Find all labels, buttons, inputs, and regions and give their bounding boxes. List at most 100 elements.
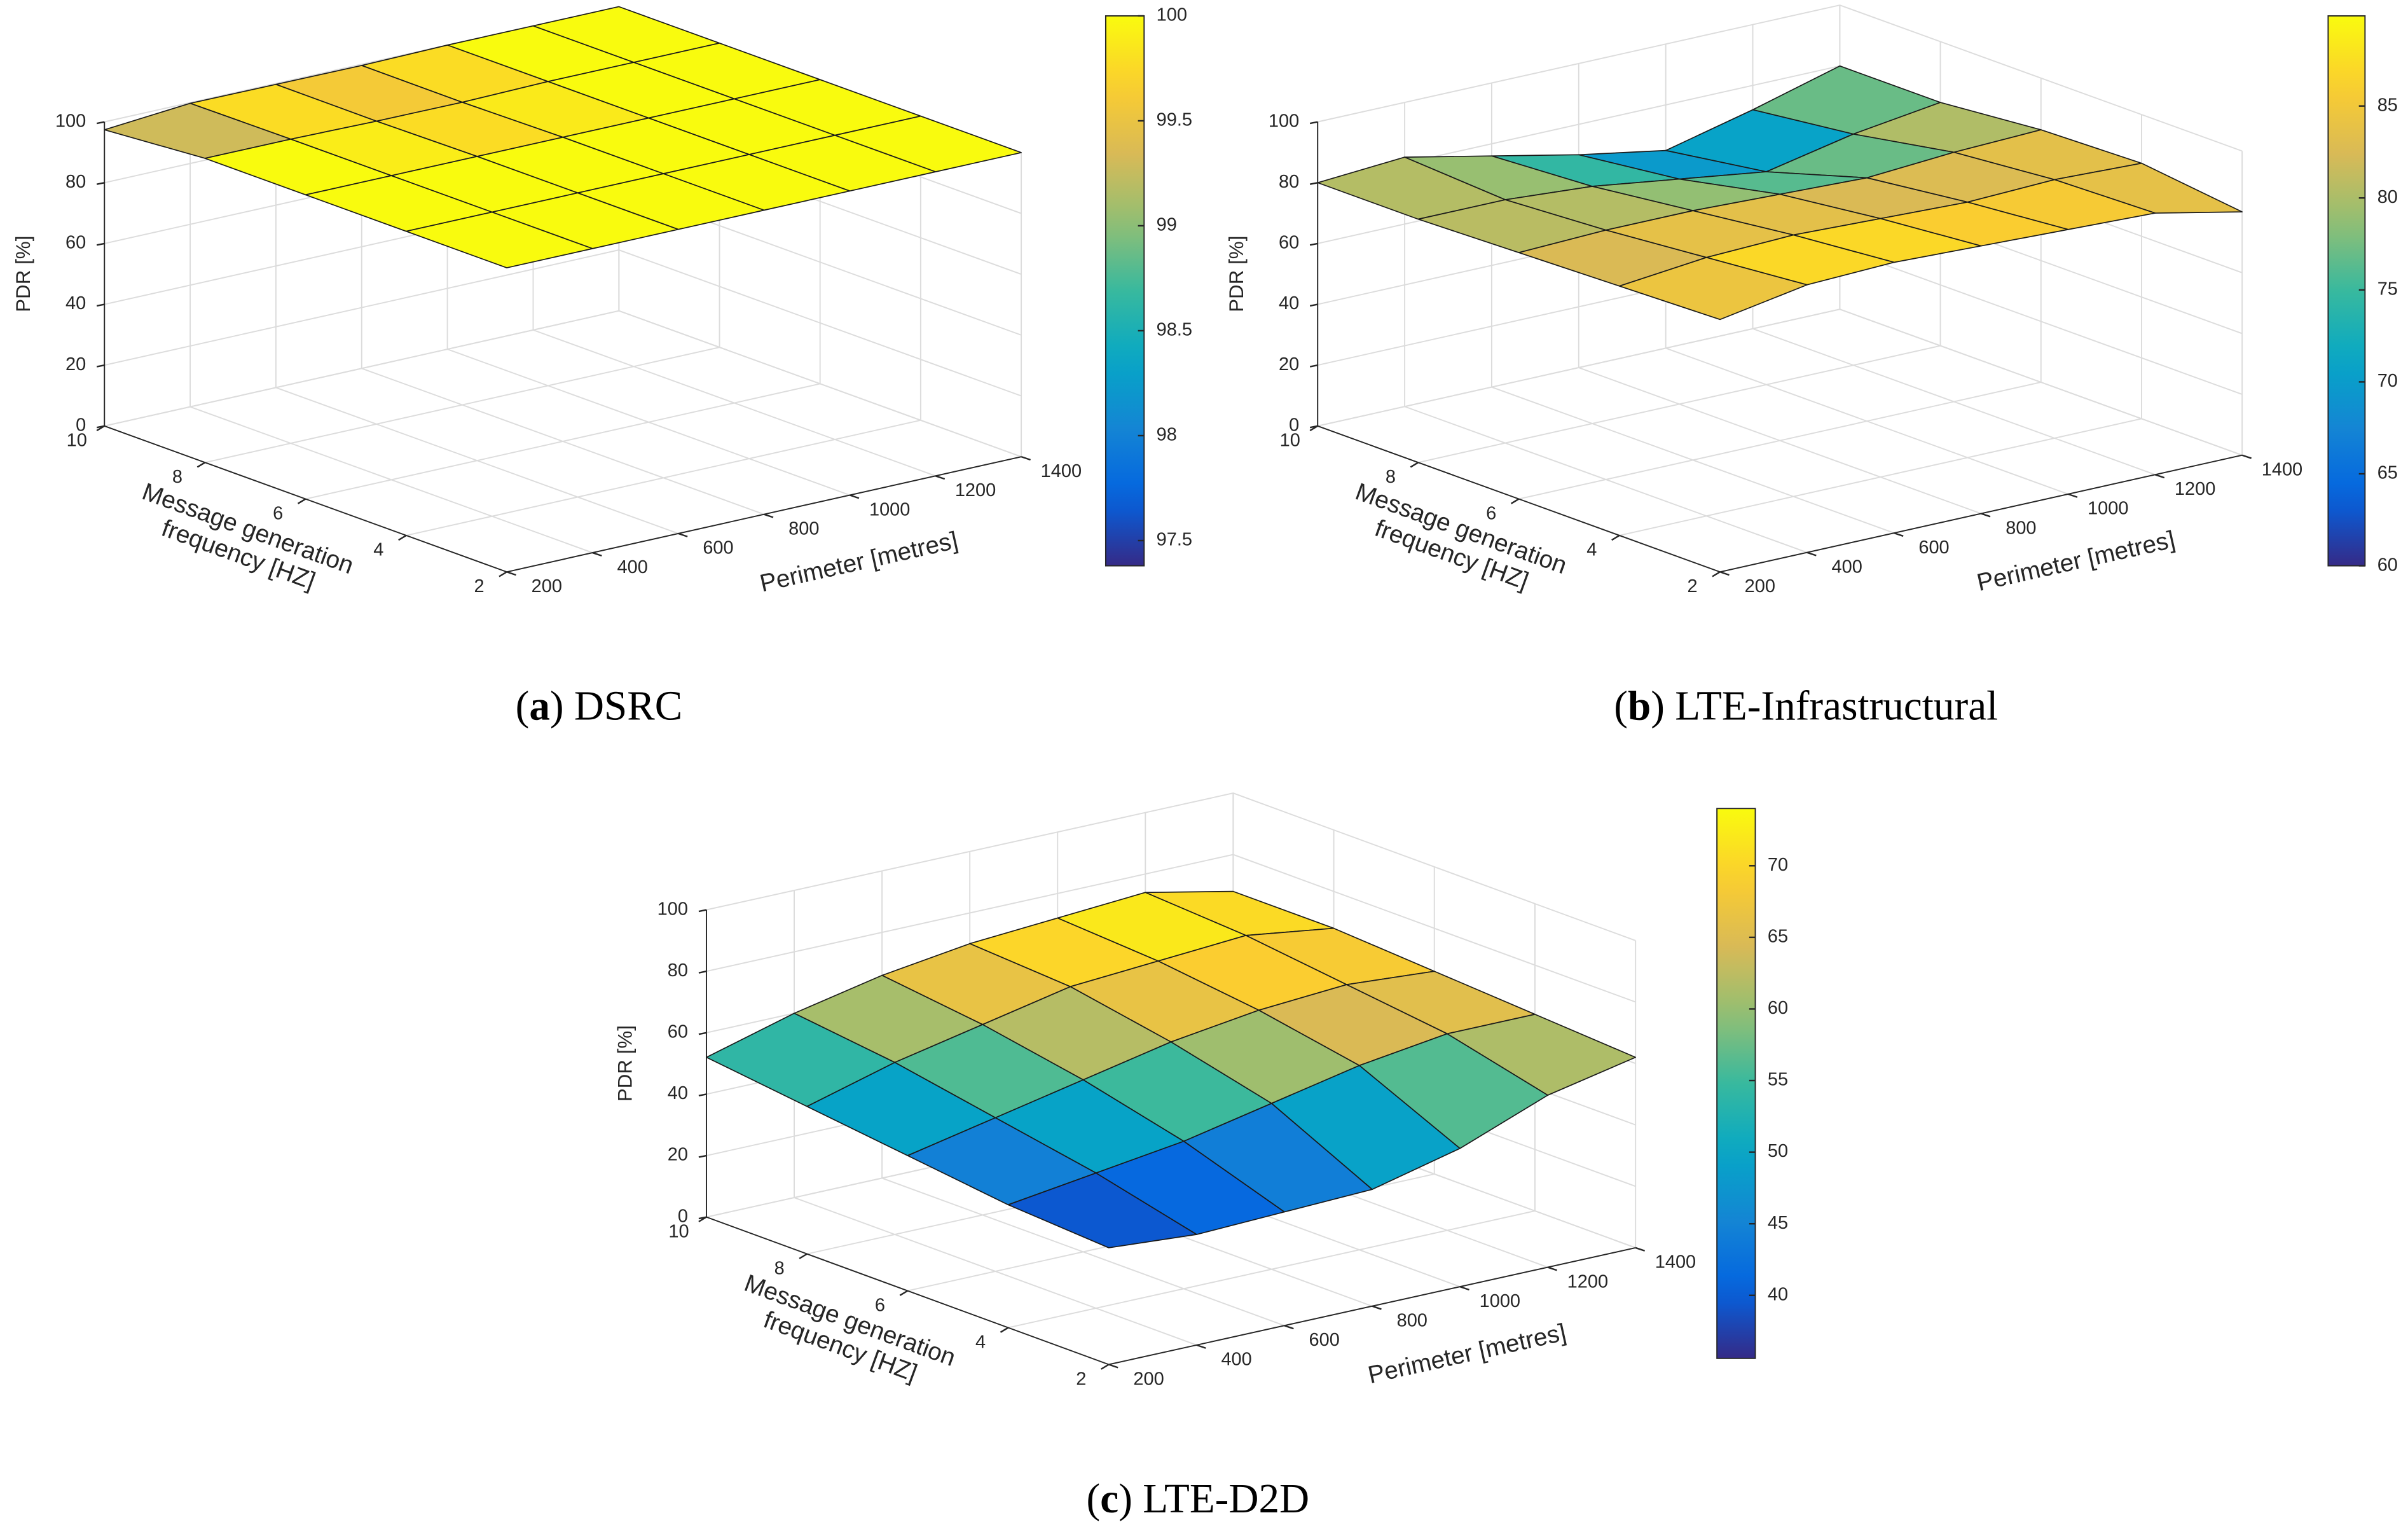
x-tick <box>850 494 860 499</box>
x-tick <box>1196 1344 1206 1349</box>
z-tick-label: 20 <box>1279 354 1299 375</box>
x-tick <box>764 513 774 518</box>
z-tick-label: 0 <box>1289 415 1299 435</box>
z-tick <box>96 182 105 185</box>
x-tick-label: 1400 <box>2262 460 2302 480</box>
x-axis-label: Perimeter [metres] <box>1974 526 2177 597</box>
z-tick <box>1309 182 1318 185</box>
z-axis-label: PDR [%] <box>1225 236 1248 312</box>
z-tick <box>698 1154 707 1158</box>
caption: (c) LTE-D2D <box>1087 1476 1310 1522</box>
y-tick <box>1000 1327 1009 1333</box>
z-tick-label: 20 <box>65 354 86 375</box>
colorbar-tick-label: 85 <box>2377 95 2398 115</box>
z-tick <box>1309 121 1318 125</box>
x-tick-label: 600 <box>1918 537 1949 558</box>
caption-part: ( <box>516 684 530 729</box>
z-tick-label: 100 <box>55 111 86 131</box>
y-tick <box>1611 534 1620 541</box>
y-tick <box>1309 425 1318 432</box>
surface-patch <box>1618 256 1808 321</box>
z-tick-label: 60 <box>668 1021 688 1042</box>
z-tick-label: 80 <box>1279 172 1299 192</box>
y-tick <box>799 1253 808 1259</box>
x-tick-label: 1200 <box>955 480 996 501</box>
z-tick <box>1309 242 1318 246</box>
y-axis-label: Message generationfrequency [HZ] <box>129 478 357 606</box>
colorbar-tick-label: 80 <box>2377 187 2398 207</box>
x-tick <box>1547 1266 1557 1271</box>
x-tick <box>1635 1247 1646 1252</box>
z-tick <box>1309 303 1318 307</box>
z-tick-label: 40 <box>668 1083 688 1103</box>
surface-patch <box>1007 1172 1197 1248</box>
colorbar-tick-label: 55 <box>1768 1070 1788 1090</box>
colorbar-tick-label: 65 <box>2377 463 2398 483</box>
y-tick <box>698 1216 707 1222</box>
y-tick-label: 10 <box>668 1221 689 1241</box>
x-tick <box>592 551 602 557</box>
colorbar-tick-label: 75 <box>2377 279 2398 300</box>
y-tick-label: 2 <box>1076 1369 1086 1389</box>
y-tick <box>398 534 407 541</box>
colorbar-tick-label: 99.5 <box>1157 110 1192 130</box>
colorbar-tick-label: 65 <box>1768 927 1788 947</box>
z-tick <box>698 1093 707 1097</box>
x-tick-label: 1200 <box>2175 479 2215 499</box>
z-tick <box>96 364 105 368</box>
x-grid-line <box>794 890 1197 1346</box>
z-tick-label: 80 <box>668 960 688 981</box>
z-tick <box>96 242 105 246</box>
caption-part: ( <box>1614 684 1628 729</box>
y-axis-label: Message generationfrequency [HZ] <box>1342 478 1571 606</box>
y-tick <box>1410 462 1419 468</box>
x-tick <box>1894 532 1904 537</box>
x-tick <box>1806 551 1817 556</box>
x-grid-line <box>1665 44 2068 495</box>
y-tick-label: 6 <box>875 1295 885 1315</box>
colorbar-tick-label: 98.5 <box>1157 320 1192 340</box>
x-tick-label: 800 <box>1397 1311 1428 1331</box>
y-tick <box>1101 1364 1110 1370</box>
x-tick-label: 400 <box>1221 1350 1251 1370</box>
x-tick-label: 200 <box>1133 1369 1164 1389</box>
y-tick-label: 8 <box>774 1258 785 1278</box>
x-tick-label: 1000 <box>2088 499 2128 519</box>
y-tick-label: 2 <box>474 576 484 597</box>
x-tick <box>1719 571 1730 576</box>
caption-part: c <box>1100 1476 1118 1522</box>
colorbar <box>1104 15 1145 567</box>
x-tick-label: 400 <box>617 557 647 577</box>
x-tick <box>1021 455 1031 461</box>
y-tick <box>1712 571 1721 577</box>
x-axis-label: Perimeter [metres] <box>757 527 960 597</box>
colorbar-tick-label: 60 <box>1768 998 1788 1018</box>
x-tick-label: 400 <box>1831 556 1862 577</box>
y-tick-label: 4 <box>1586 540 1597 560</box>
z-tick <box>96 303 105 307</box>
colorbar <box>1716 808 1756 1359</box>
x-tick-label: 200 <box>532 576 562 597</box>
colorbar-tick-label: 97.5 <box>1157 530 1192 550</box>
z-grid-line <box>104 310 1022 458</box>
colorbar-tick-label: 50 <box>1768 1141 1788 1161</box>
z-axis-label: PDR [%] <box>12 236 34 312</box>
z-tick <box>698 971 707 974</box>
y-tick-label: 10 <box>67 431 87 451</box>
caption-part: a <box>529 684 550 729</box>
x-grid-line <box>189 102 593 553</box>
colorbar-tick-label: 70 <box>1768 855 1788 875</box>
z-tick-label: 60 <box>1279 233 1299 253</box>
z-tick-label: 40 <box>65 293 86 314</box>
x-axis-label: Perimeter [metres] <box>1365 1318 1568 1389</box>
z-tick-label: 100 <box>657 899 688 919</box>
x-grid-line <box>881 871 1285 1327</box>
z-tick-label: 0 <box>76 415 86 435</box>
colorbar-tick-label: 98 <box>1157 425 1177 445</box>
caption-part: ) LTE-D2D <box>1118 1476 1309 1522</box>
caption: (a) DSRC <box>516 684 683 729</box>
x-tick <box>1372 1305 1382 1310</box>
caption-part: b <box>1628 684 1651 729</box>
x-tick <box>2241 454 2252 459</box>
